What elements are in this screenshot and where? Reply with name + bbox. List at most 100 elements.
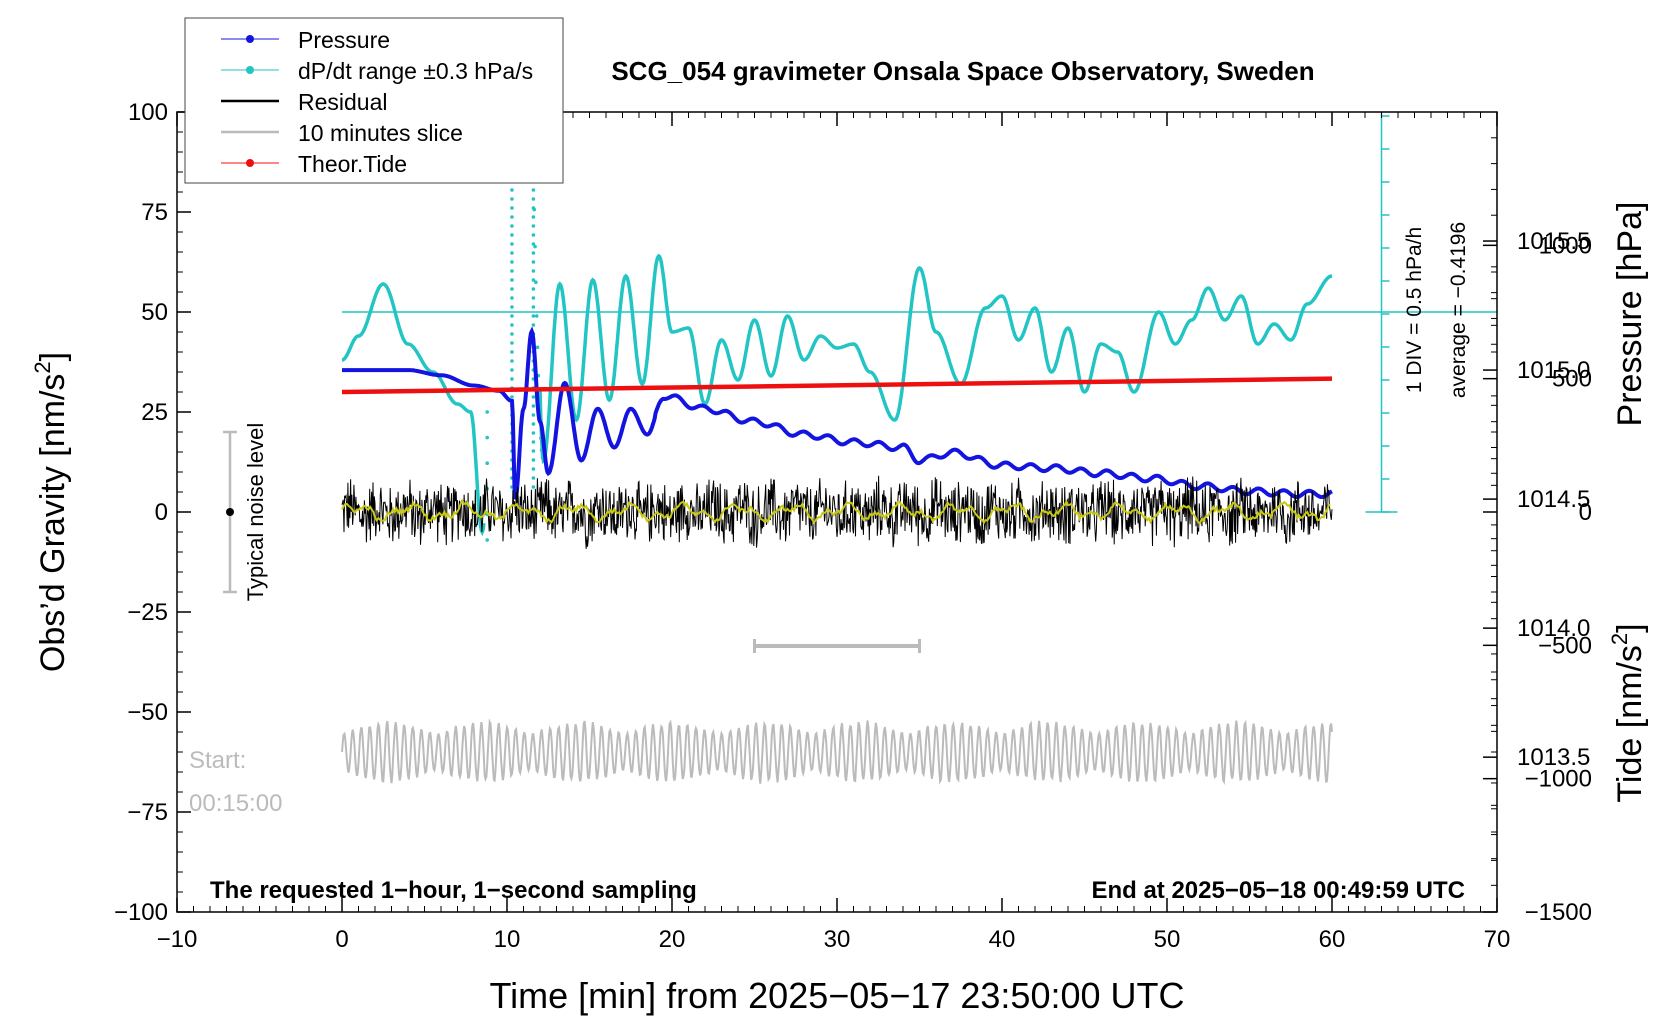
plot-area	[341, 112, 1497, 786]
tide-tick-label: 1000	[1539, 232, 1592, 259]
legend: Pressure dP/dt range ±0.3 hPa/s Residual…	[184, 17, 564, 184]
svg-text:10 minutes slice: 10 minutes slice	[298, 120, 463, 146]
dpdt-point	[485, 538, 490, 542]
dpdt-point	[510, 188, 514, 192]
legend-item-slice: 10 minutes slice	[221, 120, 463, 146]
dpdt-point	[531, 476, 536, 480]
dpdt-point	[510, 287, 514, 291]
pressure-series-line	[342, 326, 1333, 500]
tide-tick-label: −1500	[1525, 899, 1592, 926]
x-tick-label: 60	[1319, 926, 1346, 953]
chart-title: SCG_054 gravimeter Onsala Space Observat…	[611, 56, 1314, 86]
dpdt-point	[531, 314, 536, 318]
dpdt-point	[510, 260, 514, 264]
y-tick-label: 75	[141, 199, 168, 226]
tide-tick-label: 500	[1552, 366, 1592, 393]
dpdt-point	[510, 215, 514, 219]
dpdt-point	[531, 440, 536, 444]
dpdt-series-line	[341, 282, 486, 537]
dpdt-point	[510, 368, 514, 372]
dpdt-point	[532, 207, 537, 212]
x-tick-label: 40	[989, 926, 1016, 953]
x-axis-label: Time [min] from 2025−05−17 23:50:00 UTC	[489, 975, 1184, 1016]
noise-level-marker: Typical noise level	[223, 423, 268, 602]
dpdt-point	[510, 251, 514, 255]
dpdt-point	[531, 431, 536, 435]
pressure-tick-label: 1014.0	[1517, 615, 1590, 642]
dpdt-point	[531, 242, 536, 246]
dpdt-point	[510, 206, 514, 210]
x-tick-label: 20	[659, 926, 686, 953]
dpdt-point	[533, 244, 537, 249]
y-tick-label: −100	[114, 899, 168, 926]
legend-item-pressure: Pressure	[221, 27, 390, 53]
dpdt-point	[510, 233, 514, 237]
residual-smooth-line	[341, 499, 1331, 525]
dpdt-series-line	[538, 253, 1333, 465]
dpdt-point	[531, 233, 536, 237]
y-tick-label: 50	[141, 299, 168, 326]
pressure-tick-label: 1013.5	[1517, 744, 1590, 771]
dpdt-point	[510, 305, 514, 309]
dpdt-point	[510, 224, 514, 228]
y-axis-label-pressure: Pressure [hPa]	[1611, 202, 1649, 427]
tide-tick-label: 0	[1579, 499, 1592, 526]
dpdt-point	[531, 260, 536, 264]
dpdt-point	[510, 269, 514, 273]
x-tick-label: 50	[1154, 926, 1181, 953]
y-tick-label: −75	[127, 799, 168, 826]
dpdt-point	[510, 278, 514, 282]
svg-text:Theor.Tide: Theor.Tide	[298, 151, 407, 177]
average-label: average = −0.4196	[1447, 222, 1470, 398]
x-tick-label: 10	[494, 926, 521, 953]
dpdt-point	[510, 359, 514, 363]
dpdt-point	[485, 410, 490, 414]
legend-item-residual: Residual	[221, 89, 388, 115]
slice-series-line	[341, 718, 1333, 786]
y-axis-label-tide: Tide [nm/s2]	[1607, 623, 1649, 802]
x-tick-label: 0	[335, 926, 348, 953]
y-tick-label: −50	[127, 699, 168, 726]
dpdt-point	[531, 323, 536, 327]
svg-text:Pressure: Pressure	[298, 27, 390, 53]
plot-frame	[176, 111, 1498, 913]
legend-item-tide: Theor.Tide	[221, 151, 407, 177]
y-tick-label: 25	[141, 399, 168, 426]
dpdt-point	[510, 197, 514, 201]
axes: −10 0 10 20 30 40 50 60 701007550250−25−50−75−10…	[114, 99, 1592, 953]
pressure-tick-label: 1015.5	[1517, 228, 1590, 255]
pressure-tick-label: 1015.0	[1517, 357, 1590, 384]
div-label: 1 DIV = 0.5 hPa/h	[1403, 227, 1426, 393]
dpdt-point	[531, 278, 536, 282]
bottom-left-note: The requested 1−hour, 1−second sampling	[210, 877, 697, 904]
dpdt-point	[531, 296, 536, 300]
dpdt-point	[531, 449, 536, 453]
dpdt-point	[531, 269, 536, 273]
svg-text:Residual: Residual	[298, 89, 388, 115]
x-tick-label: −10	[157, 926, 198, 953]
tide-tick-label: −1000	[1525, 766, 1592, 793]
dpdt-point	[510, 332, 514, 336]
dpdt-point	[531, 224, 536, 228]
dpdt-point	[510, 296, 514, 300]
x-tick-label: 70	[1484, 926, 1511, 953]
dpdt-point	[531, 422, 536, 426]
dpdt-point	[531, 413, 536, 417]
tide-series-line	[341, 376, 1333, 395]
dpdt-point	[510, 341, 514, 345]
legend-item-dpdt: dP/dt range ±0.3 hPa/s	[221, 58, 533, 84]
dpdt-point	[510, 395, 514, 399]
dpdt-point	[510, 377, 514, 381]
pressure-tick-label: 1014.5	[1517, 486, 1590, 513]
dpdt-point	[510, 323, 514, 327]
dpdt-point	[531, 485, 536, 489]
dpdt-point	[485, 461, 490, 466]
residual-series-line	[341, 475, 1333, 549]
y-tick-label: −25	[127, 599, 168, 626]
dpdt-point	[510, 314, 514, 318]
bottom-right-note: End at 2025−05−18 00:49:59 UTC	[1091, 877, 1465, 904]
noise-level-label: Typical noise level	[243, 423, 268, 602]
start-label: Start:	[189, 747, 246, 774]
y-tick-label: 100	[128, 99, 168, 126]
